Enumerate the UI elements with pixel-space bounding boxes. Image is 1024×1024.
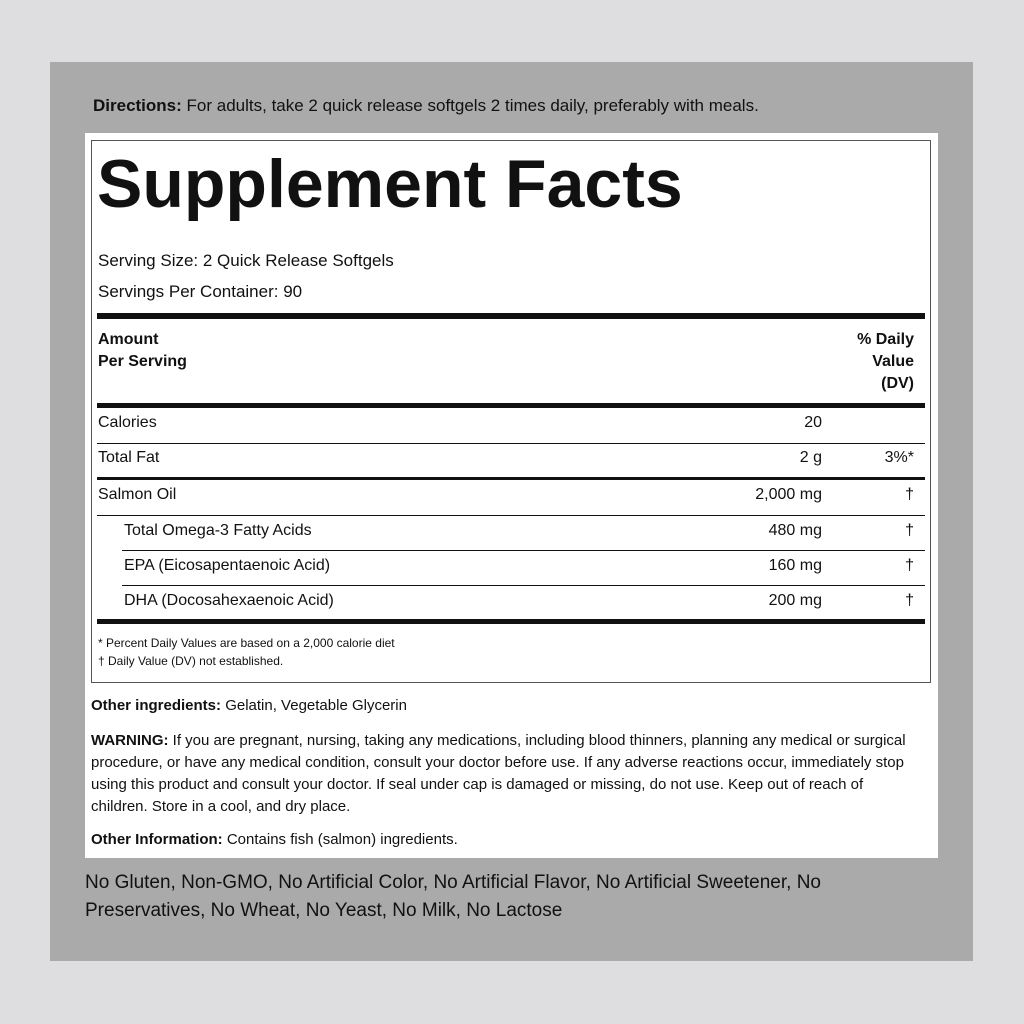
row-name: Calories xyxy=(98,414,157,431)
row-dv: † xyxy=(905,592,914,609)
row-dv: 3%* xyxy=(884,449,914,466)
warning-text: If you are pregnant, nursing, taking any… xyxy=(91,732,906,815)
directions: Directions: For adults, take 2 quick rel… xyxy=(93,96,759,116)
row-amount: 480 mg xyxy=(768,522,822,539)
row-name: EPA (Eicosapentaenoic Acid) xyxy=(124,557,331,574)
row-name: Total Fat xyxy=(98,449,160,466)
row-amount: 200 mg xyxy=(768,592,822,609)
rule-thick xyxy=(97,403,925,408)
header-dv: % Daily xyxy=(857,331,914,348)
other-ingredients-label: Other ingredients: xyxy=(91,697,222,714)
warning-label: WARNING: xyxy=(91,732,169,749)
servings-per-container: Servings Per Container: 90 xyxy=(98,282,303,301)
row-amount: 20 xyxy=(804,414,822,431)
rule-medium xyxy=(97,477,925,480)
claims: No Gluten, Non-GMO, No Artificial Color,… xyxy=(85,872,821,921)
other-information-label: Other Information: xyxy=(91,831,223,848)
rule-thick xyxy=(97,313,925,319)
rule-thin xyxy=(97,443,925,444)
header-dv: (DV) xyxy=(881,375,914,392)
header-dv: Value xyxy=(872,353,914,370)
row-name: Total Omega-3 Fatty Acids xyxy=(124,522,312,539)
row-name: DHA (Docosahexaenoic Acid) xyxy=(124,592,334,609)
other-information-text: Contains fish (salmon) ingredients. xyxy=(226,831,458,848)
rule-thin xyxy=(122,585,925,586)
other-ingredients: Other ingredients: Gelatin, Vegetable Gl… xyxy=(91,696,407,716)
warning: WARNING: If you are pregnant, nursing, t… xyxy=(91,730,921,818)
footnote: * Percent Daily Values are based on a 2,… xyxy=(98,636,395,650)
row-amount: 160 mg xyxy=(768,557,822,574)
row-dv: † xyxy=(905,522,914,539)
other-information: Other Information: Contains fish (salmon… xyxy=(91,830,458,850)
footnote: † Daily Value (DV) not established. xyxy=(98,654,284,668)
directions-label: Directions: xyxy=(93,96,182,115)
row-amount: 2 g xyxy=(799,449,822,466)
row-amount: 2,000 mg xyxy=(755,486,822,503)
facts-title: Supplement Facts xyxy=(97,146,683,222)
rule-thin xyxy=(97,515,925,516)
rule-thin xyxy=(122,550,925,551)
row-name: Salmon Oil xyxy=(98,486,177,503)
serving-size: Serving Size: 2 Quick Release Softgels xyxy=(98,251,394,270)
directions-text: For adults, take 2 quick release softgel… xyxy=(186,96,759,115)
label-area xyxy=(85,133,938,858)
rule-thick xyxy=(97,619,925,624)
header-per-serving: Per Serving xyxy=(98,353,187,370)
row-dv: † xyxy=(905,557,914,574)
row-dv: † xyxy=(905,486,914,503)
other-ingredients-text: Gelatin, Vegetable Glycerin xyxy=(225,697,407,714)
facts-box xyxy=(91,140,931,683)
header-amount: Amount xyxy=(98,331,159,348)
